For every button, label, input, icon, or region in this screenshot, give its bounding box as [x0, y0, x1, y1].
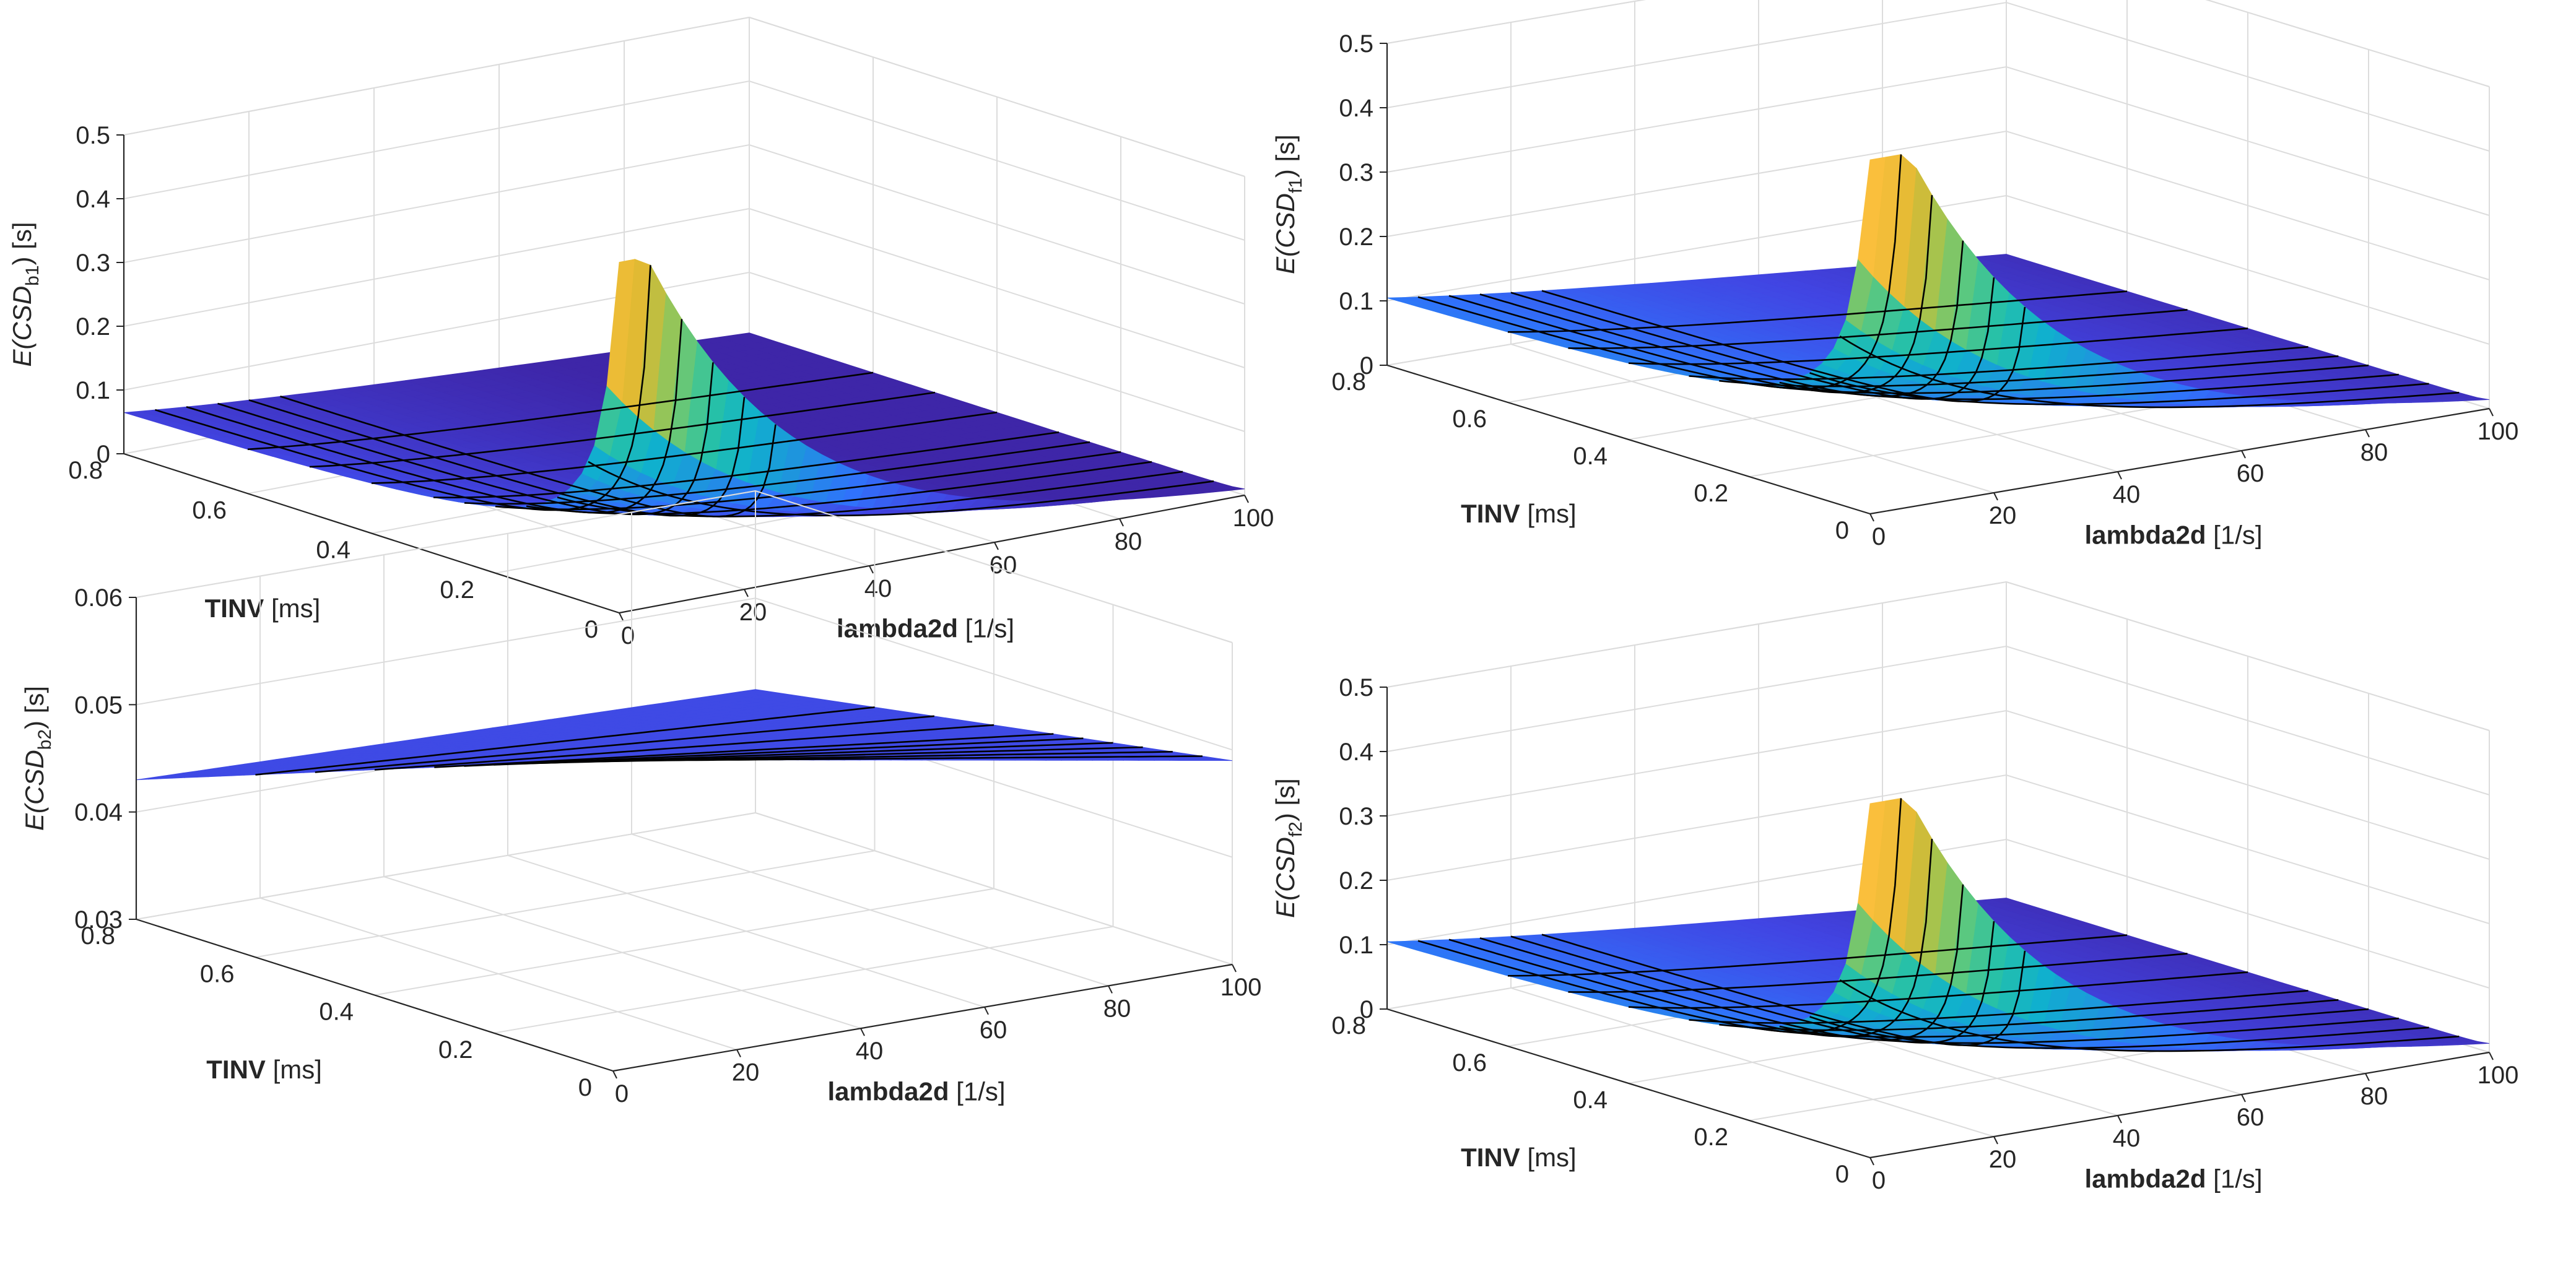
z-axis-label-main: E(CSD: [1271, 193, 1300, 274]
x-tick-label: 60: [2237, 460, 2265, 487]
grid-z-3: [123, 144, 1245, 305]
x-axis-label-name: lambda2d: [837, 614, 958, 643]
grid-y-1: [1749, 50, 2369, 477]
z-axis-label-sub: f1: [1286, 178, 1306, 193]
grid-x-0: [136, 597, 614, 1072]
z-tick-label: 0.2: [76, 313, 110, 340]
z-tick-label: 0.5: [76, 122, 110, 149]
y-tick-label: 0.2: [1694, 480, 1728, 507]
y-axis: [136, 918, 614, 1072]
z-axis-label-close: ) [s]: [1271, 134, 1300, 178]
y-tick-label: 0: [585, 616, 598, 643]
box-edge-3: [123, 17, 750, 136]
z-tick-label: 0: [97, 441, 110, 468]
z-axis-label-main: E(CSD: [7, 286, 37, 367]
x-tick-mark: [744, 589, 749, 597]
x-tick-label: 100: [2478, 418, 2519, 445]
x-tick-label: 0: [1872, 523, 1886, 550]
x-tick-mark: [2241, 450, 2246, 459]
y-axis-label-unit: [ms]: [264, 594, 320, 623]
x-tick-label: 100: [1233, 505, 1274, 532]
z-tick-label: 0.4: [76, 186, 110, 213]
x-tick-mark: [994, 542, 999, 550]
box-edge-3: [1386, 0, 1646, 44]
z-tick-label: 0: [1360, 352, 1373, 379]
grid-z-4: [1386, 1, 2490, 152]
x-tick-mark: [1993, 492, 1998, 501]
z-axis-label-close: ) [s]: [7, 222, 37, 265]
x-axis-label-unit: [1/s]: [958, 614, 1014, 643]
y-tick-label: 0: [1835, 517, 1849, 544]
x-axis-label-name: lambda2d: [2084, 521, 2206, 550]
x-tick-label: 40: [2113, 481, 2141, 508]
z-tick-label: 0.1: [1339, 288, 1373, 315]
z-tick-label: 0.4: [1339, 95, 1373, 122]
grid-z-3: [1386, 66, 2490, 216]
y-tick-label: 0.2: [440, 576, 474, 604]
z-tick-label: 0.2: [1339, 223, 1373, 251]
y-tick-label: 0.6: [1452, 405, 1487, 433]
x-axis-label: lambda2d [1/s]: [2084, 521, 2262, 550]
y-axis-label: TINV [ms]: [205, 594, 321, 623]
x-tick-label: 20: [739, 599, 767, 626]
x-tick-mark: [2117, 471, 2122, 480]
z-tick-label: 0.1: [76, 377, 110, 404]
chart-f1: 02040608010000.20.40.60.800.10.20.30.40.…: [1271, 0, 2518, 550]
x-tick-label: 0: [621, 622, 635, 649]
x-axis-label-unit: [1/s]: [2206, 521, 2263, 550]
z-axis-label-sub: b1: [22, 265, 43, 285]
x-tick-mark: [1244, 495, 1249, 503]
x-tick-label: 20: [1989, 502, 2017, 529]
x-tick-label: 80: [1115, 528, 1142, 555]
y-axis-label-name: TINV: [1461, 499, 1520, 528]
x-tick-label: 80: [2361, 439, 2388, 466]
grid-y-1: [494, 604, 1114, 1034]
grid-z-5: [1386, 0, 2490, 87]
y-tick-label: 0.4: [316, 537, 350, 564]
axes-b2: 02040608010000.20.40.60.80.030.040.050.0…: [20, 584, 1261, 1107]
surface-b2: [136, 689, 1233, 781]
y-axis-label: TINV [ms]: [1461, 499, 1577, 528]
y-axis-label-unit: [ms]: [1520, 499, 1577, 528]
z-axis-label: E(CSDb1) [s]: [7, 222, 43, 366]
x-tick-mark: [869, 565, 874, 574]
grid-x-1: [259, 576, 738, 1051]
z-tick-label: 0.3: [76, 249, 110, 277]
x-axis-label: lambda2d [1/s]: [837, 614, 1014, 643]
x-axis: [612, 963, 1233, 1072]
chart-b1: 02040608010000.20.40.60.800.10.20.30.40.…: [7, 16, 1274, 649]
grid-z-5: [123, 16, 1245, 177]
x-tick-mark: [2489, 408, 2494, 417]
y-tick-label: 0.4: [1573, 443, 1608, 470]
y-axis-label-name: TINV: [205, 594, 264, 623]
grid-z-4: [123, 80, 1245, 241]
y-tick-label: 0.6: [192, 496, 227, 524]
x-tick-mark: [2365, 429, 2370, 438]
z-axis-label: E(CSDf1) [s]: [1271, 134, 1306, 274]
surface-b1: [123, 259, 1245, 518]
x-tick-label: 40: [864, 575, 892, 602]
z-tick-label: 0.3: [1339, 159, 1373, 186]
box-edge-4: [749, 17, 1245, 177]
x-tick-mark: [619, 612, 624, 621]
chart-b2: 02040608010000.20.40.60.80.030.040.050.0…: [20, 490, 1261, 1107]
x-tick-mark: [1869, 513, 1874, 522]
z-tick-label: 0.5: [1339, 30, 1373, 58]
x-tick-mark: [1119, 518, 1124, 527]
